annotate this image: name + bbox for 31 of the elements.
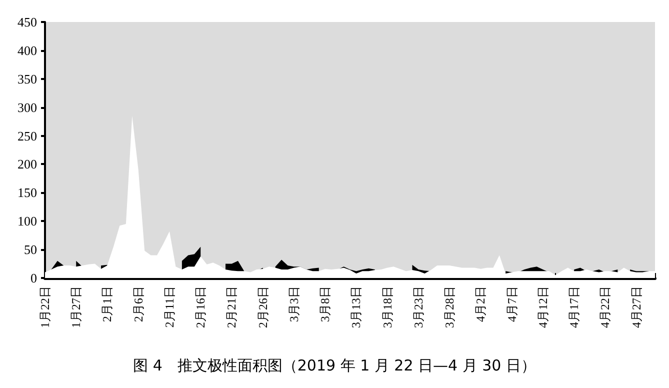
x-tick-label: 3月28日 (442, 286, 457, 328)
x-tick-label: 4月2日 (474, 286, 488, 322)
y-tick-label: 350 (18, 71, 37, 86)
x-tick-label: 2月21日 (224, 286, 239, 328)
y-tick-label: 250 (18, 128, 37, 144)
x-tick-label: 2月1日 (100, 286, 114, 322)
x-tick-label: 3月8日 (318, 286, 332, 322)
x-tick-label: 4月17日 (567, 286, 582, 328)
x-tick-label: 1月22日 (38, 286, 52, 328)
x-tick-label: 3月23日 (411, 286, 426, 328)
x-tick-label: 4月12日 (536, 286, 550, 328)
y-tick-label: 50 (24, 242, 37, 258)
x-tick-label: 1月27日 (69, 286, 84, 328)
y-tick-label: 450 (18, 14, 37, 30)
y-tick-label: 300 (18, 100, 37, 115)
x-tick-label: 4月7日 (504, 286, 519, 322)
y-tick-label: 100 (18, 214, 37, 229)
y-tick-label: 400 (18, 42, 37, 58)
text: 图 4 推文极性面积图（2019 年 1 月 22 日—4 月 30 日） (133, 356, 536, 374)
x-tick-label: 2月6日 (131, 286, 146, 322)
x-tick-label: 3月3日 (286, 286, 301, 322)
x-tick-label: 3月13日 (349, 286, 364, 328)
x-tick-label: 4月27日 (629, 286, 644, 328)
x-tick-label: 3月18日 (380, 286, 394, 328)
y-tick-label: 150 (18, 185, 37, 200)
x-tick-label: 4月22日 (598, 286, 612, 328)
x-tick-label: 2月26日 (256, 286, 270, 328)
y-tick-label: 200 (18, 156, 37, 172)
y-tick-label: 0 (30, 270, 37, 286)
x-tick-label: 2月16日 (194, 286, 208, 328)
x-tick-label: 2月11日 (162, 286, 176, 328)
